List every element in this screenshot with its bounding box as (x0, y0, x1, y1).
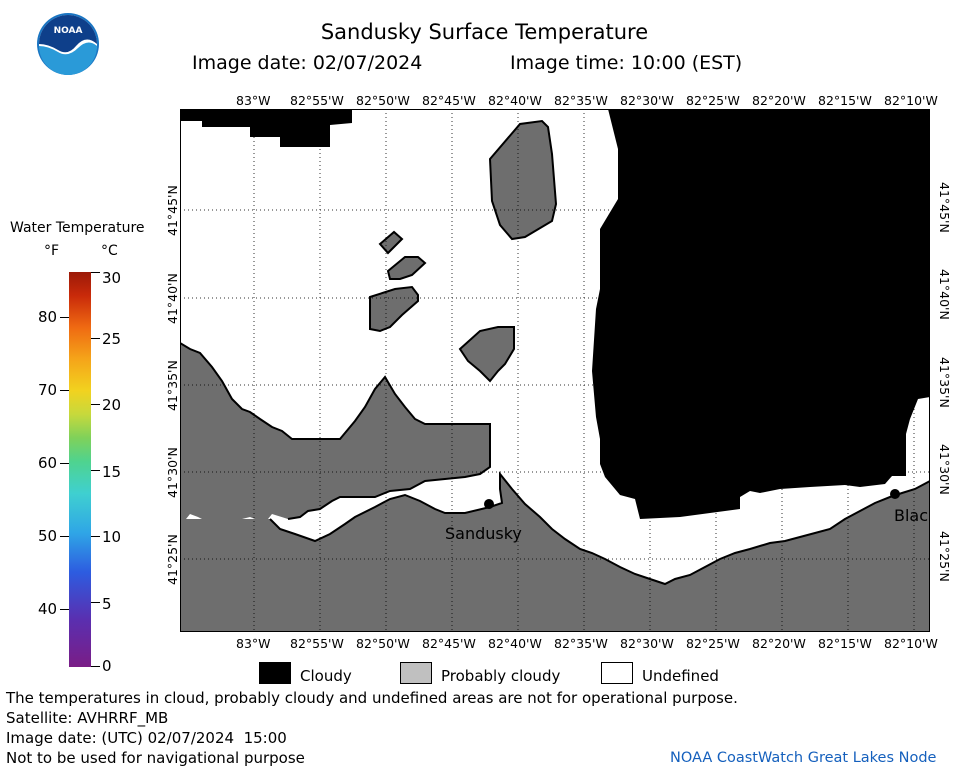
navigation-warning: Not to be used for navigational purpose (6, 749, 305, 767)
f-tick-50: 50 (38, 527, 58, 545)
lon-label-bottom: 82°20'W (752, 636, 806, 651)
legend: Cloudy Probably cloudy Undefined (259, 662, 729, 686)
shoreline-south (269, 471, 930, 586)
lat-label-right: 41°45'N (937, 182, 952, 233)
svg-text:NOAA: NOAA (54, 26, 83, 36)
disclaimer-note: The temperatures in cloud, probably clou… (6, 689, 738, 707)
shoreline (180, 342, 491, 520)
image-date: Image date: 02/07/2024 (192, 52, 423, 74)
color-bar-ticks (60, 272, 100, 667)
image-time: Image time: 10:00 (EST) (510, 52, 743, 74)
lon-label-top: 82°45'W (422, 93, 476, 108)
f-tick-80: 80 (38, 308, 58, 326)
lon-label-top: 82°30'W (620, 93, 674, 108)
temperature-scale: Water Temperature °F °C 80 70 60 50 40 3… (0, 215, 180, 685)
island-bass-1 (369, 285, 419, 333)
lat-label-right: 41°35'N (937, 357, 952, 408)
lon-label-bottom: 82°55'W (290, 636, 344, 651)
legend-label-cloudy: Cloudy (300, 667, 352, 685)
color-bar (69, 272, 91, 667)
legend-swatch-undefined (601, 662, 633, 684)
legend-swatch-cloudy (259, 662, 291, 684)
lon-label-top: 82°40'W (488, 93, 542, 108)
legend-swatch-probably-cloudy (400, 662, 432, 684)
lat-label-left: 41°30'N (165, 447, 180, 498)
utc-date-label: Image date: (UTC) 02/07/2024 15:00 (6, 729, 287, 747)
c-tick-15: 15 (102, 463, 122, 481)
lon-label-top: 82°10'W (884, 93, 938, 108)
lon-label-top: 82°15'W (818, 93, 872, 108)
lon-label-bottom: 82°25'W (686, 636, 740, 651)
unit-fahrenheit: °F (44, 243, 60, 259)
scale-title: Water Temperature (10, 220, 145, 236)
city-marker-blac (890, 489, 900, 499)
lon-label-top: 82°25'W (686, 93, 740, 108)
island-kelleys (488, 119, 558, 241)
island-small-2 (386, 256, 427, 280)
lon-label-top: 82°55'W (290, 93, 344, 108)
lon-label-bottom: 82°30'W (620, 636, 674, 651)
lon-label-top: 82°20'W (752, 93, 806, 108)
graticule (180, 109, 930, 632)
lat-label-left: 41°45'N (165, 185, 180, 236)
lat-label-left: 41°40'N (165, 273, 180, 324)
cloud-region-north (180, 109, 352, 147)
lat-label-left: 41°25'N (165, 534, 180, 585)
lon-label-bottom: 82°45'W (422, 636, 476, 651)
f-tick-40: 40 (38, 600, 58, 618)
legend-label-probably-cloudy: Probably cloudy (441, 667, 561, 685)
lon-label-bottom: 82°50'W (356, 636, 410, 651)
lon-label-top: 82°35'W (554, 93, 608, 108)
lon-label-bottom: 82°40'W (488, 636, 542, 651)
c-tick-0: 0 (102, 657, 112, 675)
lon-label-bottom: 82°10'W (884, 636, 938, 651)
map-title: Sandusky Surface Temperature (320, 20, 649, 44)
unit-celsius: °C (101, 243, 118, 259)
c-tick-30: 30 (102, 269, 122, 287)
f-tick-70: 70 (38, 381, 58, 399)
lon-label-top: 82°50'W (356, 93, 410, 108)
c-tick-25: 25 (102, 330, 122, 348)
lat-label-right: 41°30'N (937, 444, 952, 495)
lon-label-top: 83°W (236, 93, 271, 108)
city-label-blac: Blac (894, 506, 929, 525)
c-tick-10: 10 (102, 528, 122, 546)
map-area[interactable]: Sandusky Blac (180, 109, 930, 632)
land-mainland (180, 343, 490, 529)
island-small-1 (378, 230, 404, 255)
cloud-region-east (592, 109, 930, 519)
city-label-sandusky: Sandusky (445, 524, 522, 543)
lon-label-bottom: 83°W (236, 636, 271, 651)
c-tick-20: 20 (102, 396, 122, 414)
noaa-logo: NOAA (36, 12, 100, 76)
island-bass-2 (458, 326, 515, 383)
f-tick-60: 60 (38, 454, 58, 472)
legend-label-undefined: Undefined (642, 667, 719, 685)
lon-label-bottom: 82°35'W (554, 636, 608, 651)
c-tick-5: 5 (102, 595, 112, 613)
city-marker-sandusky (484, 499, 494, 509)
lat-label-left: 41°35'N (165, 360, 180, 411)
lat-label-right: 41°40'N (937, 269, 952, 320)
satellite-label: Satellite: AVHRRF_MB (6, 709, 169, 727)
lat-label-right: 41°25'N (937, 531, 952, 582)
node-link[interactable]: NOAA CoastWatch Great Lakes Node (670, 750, 937, 766)
lon-label-bottom: 82°15'W (818, 636, 872, 651)
land-south-shore (180, 474, 930, 632)
